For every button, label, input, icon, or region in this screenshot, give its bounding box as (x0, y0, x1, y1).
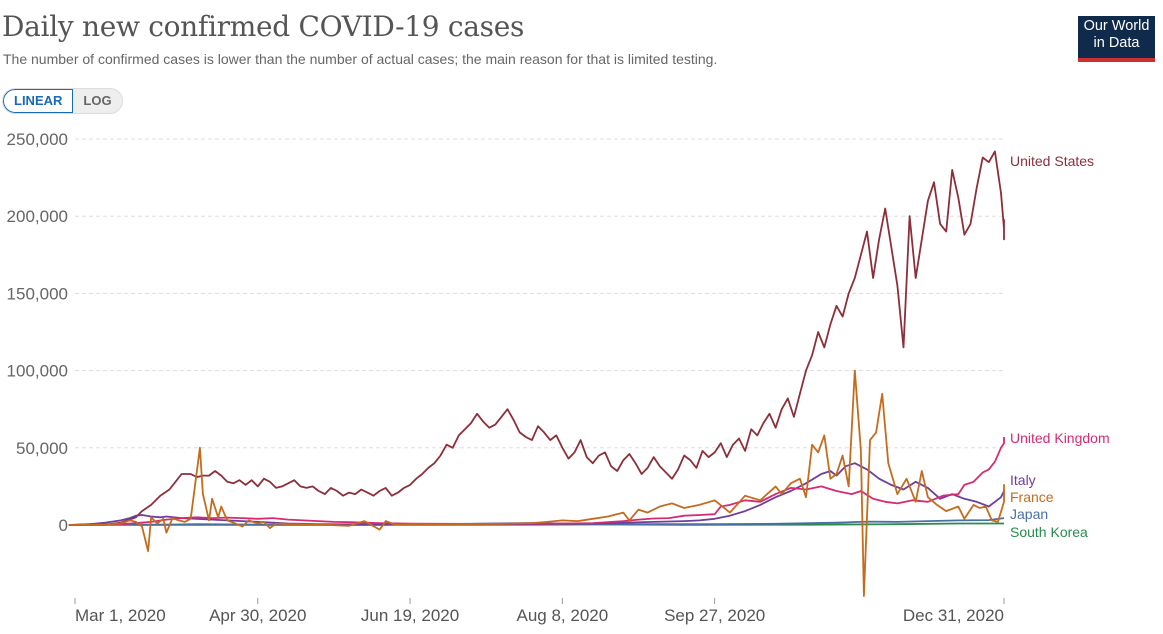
y-tick-label: 250,000 (7, 130, 68, 149)
chart-title: Daily new confirmed COVID-19 cases (2, 10, 525, 43)
series-lines (68, 150, 1005, 597)
series-line-italy[interactable] (68, 462, 1005, 526)
logo-accent-bar (1078, 58, 1155, 62)
x-axis: Mar 1, 2020 Apr 30, 2020 Jun 19, 2020 Aug 8… (74, 598, 1005, 625)
series-label-united-states[interactable]: United States (1010, 153, 1094, 169)
y-tick-label: 50,000 (16, 439, 68, 458)
series-label-italy[interactable]: Italy (1010, 472, 1036, 488)
series-line-france[interactable] (68, 369, 1005, 597)
series-line-united-kingdom[interactable] (68, 437, 1005, 526)
scale-toggle: LINEAR LOG (2, 88, 123, 114)
y-tick-label: 200,000 (7, 207, 68, 226)
x-tick-label: Apr 30, 2020 (209, 606, 306, 625)
x-tick-label: Mar 1, 2020 (75, 606, 166, 625)
logo-line-2: in Data (1093, 35, 1140, 51)
x-tick-label: Jun 19, 2020 (361, 606, 459, 625)
series-label-france[interactable]: France (1010, 489, 1054, 505)
series-label-japan[interactable]: Japan (1010, 506, 1048, 522)
series-line-japan[interactable] (68, 517, 1005, 526)
series-label-united-kingdom[interactable]: United Kingdom (1010, 430, 1110, 446)
owid-logo[interactable]: Our World in Data (1078, 16, 1155, 62)
y-axis: 0 50,000 100,000 150,000 200,000 250,000 (7, 130, 68, 535)
logo-line-1: Our World (1083, 18, 1150, 34)
series-labels: United States United Kingdom ItalyFranceJa… (1010, 153, 1110, 540)
y-tick-label: 150,000 (7, 284, 68, 303)
x-tick-label: Dec 31, 2020 (903, 606, 1004, 625)
y-tick-label: 100,000 (7, 362, 68, 381)
chart-subtitle: The number of confirmed cases is lower t… (3, 51, 718, 67)
series-line-united-states[interactable] (68, 150, 1005, 526)
y-tick-label: 0 (59, 516, 68, 535)
x-tick-label: Aug 8, 2020 (517, 606, 609, 625)
log-scale-button[interactable]: LOG (83, 93, 112, 108)
x-tick-label: Sep 27, 2020 (664, 606, 765, 625)
linear-scale-button[interactable]: LINEAR (3, 89, 74, 113)
grid-lines (75, 138, 1003, 449)
series-label-south-korea[interactable]: South Korea (1010, 524, 1088, 540)
